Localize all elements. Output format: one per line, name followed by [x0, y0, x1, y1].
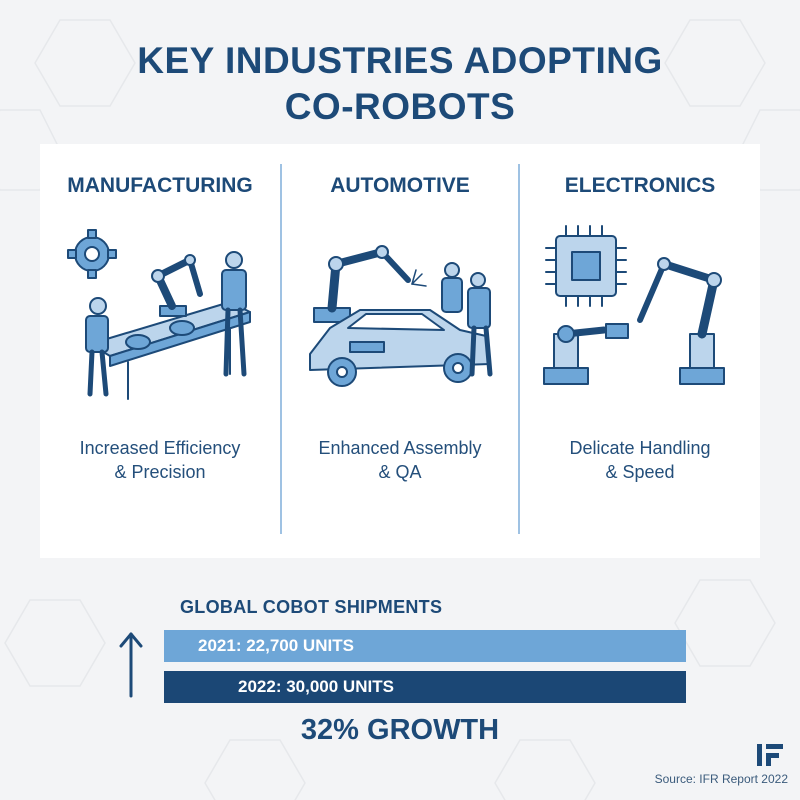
- caption-line-1: Enhanced Assembly: [318, 438, 482, 458]
- industry-card-electronics: ELECTRONICS: [520, 144, 760, 558]
- industry-title: MANUFACTURING: [67, 174, 253, 197]
- caption-line-2: & Speed: [605, 462, 675, 482]
- industry-title: AUTOMOTIVE: [330, 174, 470, 197]
- page-title-line-2: CO-ROBOTS: [284, 86, 516, 127]
- column-divider-1: [280, 164, 282, 534]
- industry-card-automotive: AUTOMOTIVE: [280, 144, 520, 558]
- caption-line-1: Delicate Handling: [569, 438, 711, 458]
- industries-panel: MANUFACTURING: [40, 144, 760, 558]
- industry-caption: Delicate Handling & Speed: [520, 436, 760, 484]
- column-divider-2: [518, 164, 520, 534]
- page-title-line-1: KEY INDUSTRIES ADOPTING: [137, 40, 663, 81]
- industry-caption: Increased Efficiency & Precision: [40, 436, 280, 484]
- growth-figure: 32% GROWTH: [300, 714, 500, 746]
- page-title: KEY INDUSTRIES ADOPTING CO-ROBOTS: [0, 38, 800, 130]
- shipments-bar-2022: 2022: 30,000 UNITS: [164, 671, 686, 703]
- ifr-logo-icon: [757, 744, 783, 766]
- up-arrow-icon: [119, 632, 143, 698]
- caption-line-2: & QA: [378, 462, 422, 482]
- caption-line-2: & Precision: [114, 462, 206, 482]
- shipments-bar-track-2022: 2022: 30,000 UNITS: [164, 671, 686, 703]
- caption-line-1: Increased Efficiency: [79, 438, 241, 458]
- industry-title: ELECTRONICS: [564, 174, 716, 197]
- chip-handling-cobot-icon: [543, 225, 725, 385]
- industry-card-manufacturing: MANUFACTURING: [40, 144, 280, 558]
- shipments-bar-track-2021: 2021: 22,700 UNITS: [164, 630, 686, 662]
- shipments-title: GLOBAL COBOT SHIPMENTS: [180, 597, 443, 617]
- conveyor-cobot-workers-icon: [67, 229, 251, 400]
- car-welding-cobot-icon: [309, 245, 493, 387]
- source-note: Source: IFR Report 2022: [654, 772, 788, 786]
- industry-caption: Enhanced Assembly & QA: [280, 436, 520, 484]
- shipments-bar-2021: 2021: 22,700 UNITS: [164, 630, 686, 662]
